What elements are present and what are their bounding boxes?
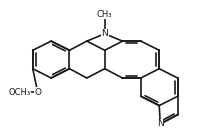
Text: N: N [157, 120, 164, 128]
Text: OCH₃: OCH₃ [8, 88, 30, 97]
Text: N: N [101, 29, 108, 38]
Text: O: O [34, 88, 41, 97]
Text: CH₃: CH₃ [97, 10, 113, 19]
